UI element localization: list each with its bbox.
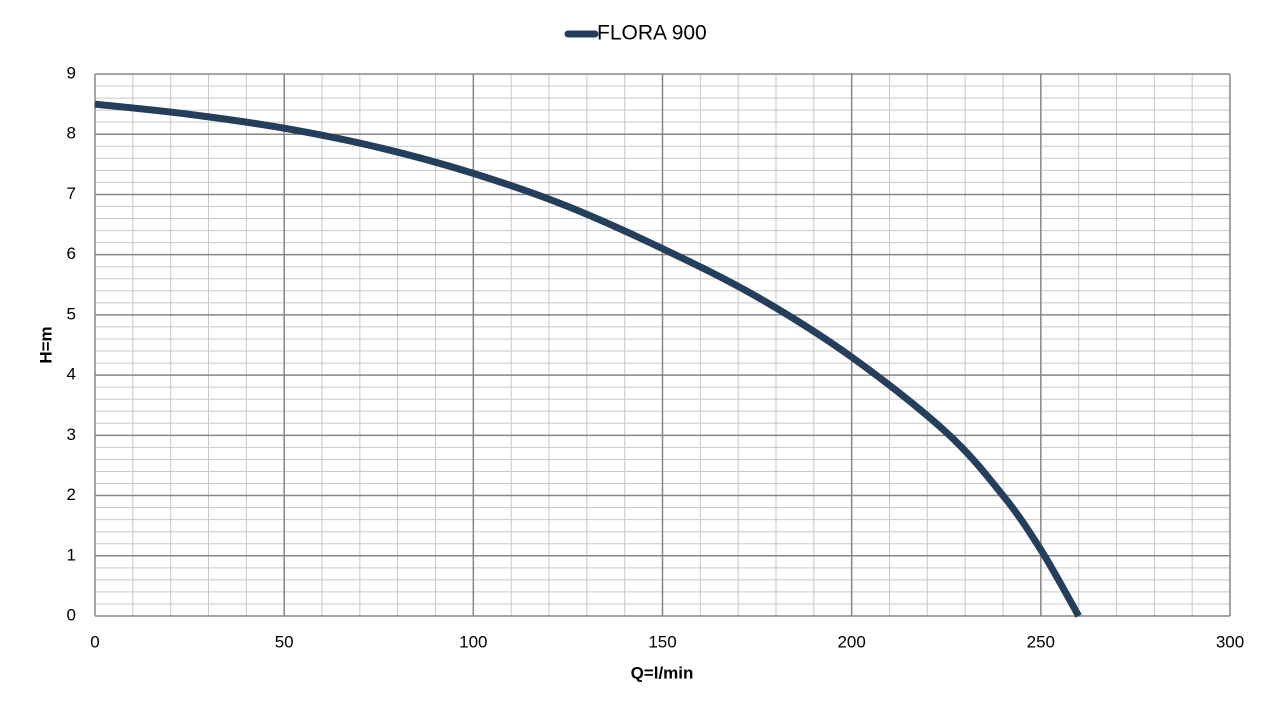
y-tick-label: 7 bbox=[67, 184, 76, 203]
x-tick-label: 250 bbox=[1027, 632, 1055, 651]
y-tick-label: 5 bbox=[67, 304, 76, 323]
y-tick-label: 4 bbox=[67, 365, 76, 384]
legend-label: FLORA 900 bbox=[597, 22, 707, 45]
y-tick-label: 2 bbox=[67, 485, 76, 504]
x-tick-label: 100 bbox=[459, 632, 487, 651]
y-tick-label: 6 bbox=[67, 244, 76, 263]
y-tick-label: 3 bbox=[67, 425, 76, 444]
y-tick-label: 9 bbox=[67, 63, 76, 82]
y-tick-label: 0 bbox=[67, 605, 76, 624]
x-tick-label: 150 bbox=[648, 632, 676, 651]
x-tick-label: 50 bbox=[275, 632, 294, 651]
y-axis-title: H=m bbox=[36, 326, 55, 363]
x-tick-label: 0 bbox=[90, 632, 99, 651]
x-tick-label: 200 bbox=[837, 632, 865, 651]
x-tick-label: 300 bbox=[1216, 632, 1244, 651]
series-line bbox=[94, 100, 1082, 618]
x-axis-title: Q=l/min bbox=[631, 663, 694, 682]
y-tick-label: 1 bbox=[67, 545, 76, 564]
y-tick-label: 8 bbox=[67, 124, 76, 143]
